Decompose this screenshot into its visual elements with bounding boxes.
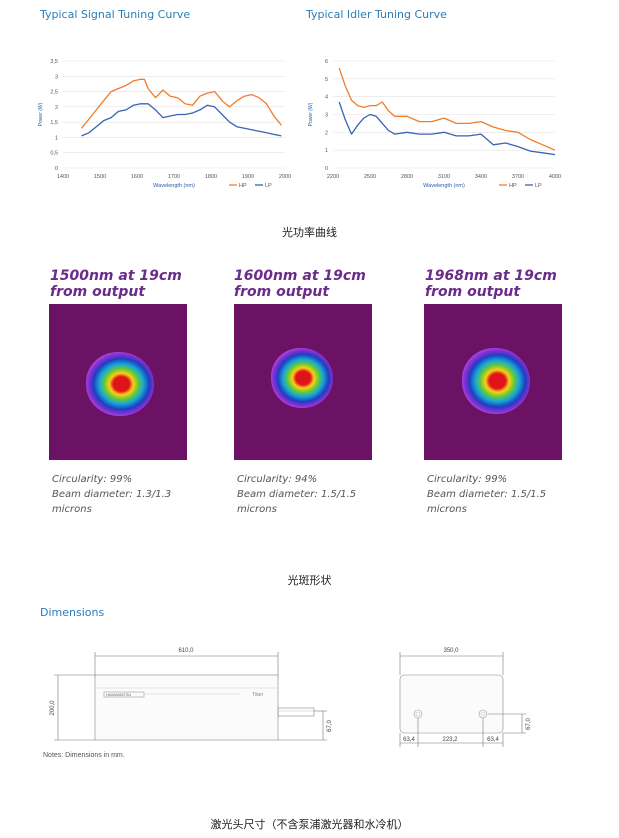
y-tick-label: 4 xyxy=(325,95,328,101)
beam-shape-caption: 光斑形状 xyxy=(287,574,332,587)
beam-heading-line1: 1968nm at 19cm xyxy=(425,268,557,284)
beam-unit: microns xyxy=(427,504,467,515)
y-axis-label: Power (W) xyxy=(38,102,44,126)
beam-circularity: Circularity: 99% xyxy=(427,474,508,485)
y-tick-label: 3,5 xyxy=(50,59,58,65)
signal-tuning-chart: 0 0,5 1 1,5 2 2,5 3 3,5 1400 1500 1600 1700 1800 1900… xyxy=(38,59,291,189)
x-tick-label: 2500 xyxy=(364,174,376,180)
x-tick-label: 2200 xyxy=(327,174,339,180)
y-tick-label: 0,5 xyxy=(50,151,58,157)
x-tick-label: 3100 xyxy=(438,174,450,180)
beam-unit: microns xyxy=(237,504,277,515)
y-tick-label: 0 xyxy=(325,166,328,172)
x-tick-label: 4000 xyxy=(549,174,561,180)
dim-side-port-height: 67,0 xyxy=(526,718,532,730)
dim-offset-left: 63,4 xyxy=(403,737,415,743)
x-axis-label: Wavelength (nm) xyxy=(153,183,195,189)
beam-spot xyxy=(86,352,154,416)
dim-offset-right: 63,4 xyxy=(487,737,499,743)
beam-heading-line2: from output xyxy=(425,284,521,300)
idler-tuning-chart: 0 1 2 3 4 5 6 2200 2500 2800 3100 3400 3700 4000 Wavel… xyxy=(308,59,561,189)
legend-entry: HP xyxy=(239,183,247,189)
dim-height: 200,0 xyxy=(50,700,56,716)
legend-entry: LP xyxy=(265,183,272,189)
x-tick-label: 1500 xyxy=(94,174,106,180)
dimensions-drawing: 610,0 200,0 67,0 350,0 63,4 223,2 63,4 6… xyxy=(50,648,532,747)
beam-heading-line1: 1600nm at 19cm xyxy=(234,268,366,284)
y-tick-label: 1,5 xyxy=(50,120,58,126)
beam-image-1968 xyxy=(424,304,562,460)
series-line-hp xyxy=(80,78,282,129)
x-tick-label: 3700 xyxy=(512,174,524,180)
beam-heading-line1: 1500nm at 19cm xyxy=(50,268,182,284)
beam-diameter: Beam diameter: 1.3/1.3 xyxy=(52,489,172,500)
beam-panel-3: 1968nm at 19cm from output xyxy=(425,268,575,300)
y-tick-label: 6 xyxy=(325,59,328,65)
y-tick-label: 3 xyxy=(55,74,58,80)
dim-length: 610,0 xyxy=(178,648,194,654)
x-tick-label: 2800 xyxy=(401,174,413,180)
beam-image-1600 xyxy=(234,304,372,460)
beam-spot xyxy=(271,348,333,408)
y-tick-label: 0 xyxy=(55,166,58,172)
beam-heading-line2: from output xyxy=(50,284,146,300)
x-tick-label: 2000 xyxy=(279,174,291,180)
dimensions-title: Dimensions xyxy=(40,606,105,619)
dimensions-note: Notes: Dimensions in mm. xyxy=(43,752,125,759)
x-tick-label: 1800 xyxy=(205,174,217,180)
beam-panel-2: 1600nm at 19cm from output xyxy=(234,268,384,300)
y-tick-label: 2 xyxy=(55,105,58,111)
beam-image-1500 xyxy=(49,304,187,460)
y-tick-label: 1 xyxy=(325,148,328,154)
y-tick-label: 5 xyxy=(325,77,328,83)
y-tick-label: 3 xyxy=(325,113,328,119)
x-axis-label: Wavelength (nm) xyxy=(423,183,465,189)
beam-heading-line2: from output xyxy=(234,284,330,300)
x-tick-label: 1400 xyxy=(57,174,69,180)
y-tick-label: 2,5 xyxy=(50,90,58,96)
dim-center-spacing: 223,2 xyxy=(442,737,458,743)
beam-diameter: Beam diameter: 1.5/1.5 xyxy=(237,489,357,500)
y-tick-label: 1 xyxy=(55,135,58,141)
series-line-hp xyxy=(338,67,556,151)
dim-width: 350,0 xyxy=(443,648,459,654)
beam-circularity: Circularity: 99% xyxy=(52,474,133,485)
x-tick-label: 1900 xyxy=(242,174,254,180)
series-line-lp xyxy=(81,103,282,137)
power-curve-caption: 光功率曲线 xyxy=(282,226,337,239)
beam-diameter: Beam diameter: 1.5/1.5 xyxy=(427,489,547,500)
x-tick-label: 3400 xyxy=(475,174,487,180)
signal-chart-title: Typical Signal Tuning Curve xyxy=(40,8,191,21)
beam-panel-1: 1500nm at 19cm from output xyxy=(50,268,200,300)
idler-chart-title: Typical Idler Tuning Curve xyxy=(306,8,447,21)
head-size-caption: 激光头尺寸（不含泵浦激光器和水冷机） xyxy=(210,818,409,831)
label-plate: HAMAMATSU xyxy=(106,692,131,697)
beam-spot xyxy=(462,348,530,414)
y-tick-label: 2 xyxy=(325,130,328,136)
legend-entry: LP xyxy=(535,183,542,189)
x-tick-label: 1700 xyxy=(168,174,180,180)
beam-unit: microns xyxy=(52,504,92,515)
x-tick-label: 1600 xyxy=(131,174,143,180)
y-axis-label: Power (W) xyxy=(308,102,314,126)
series-line-lp xyxy=(338,101,556,156)
legend-entry: HP xyxy=(509,183,517,189)
brand-mark: Titan xyxy=(252,692,263,698)
dim-port-height: 67,0 xyxy=(327,720,333,732)
beam-circularity: Circularity: 94% xyxy=(237,474,318,485)
